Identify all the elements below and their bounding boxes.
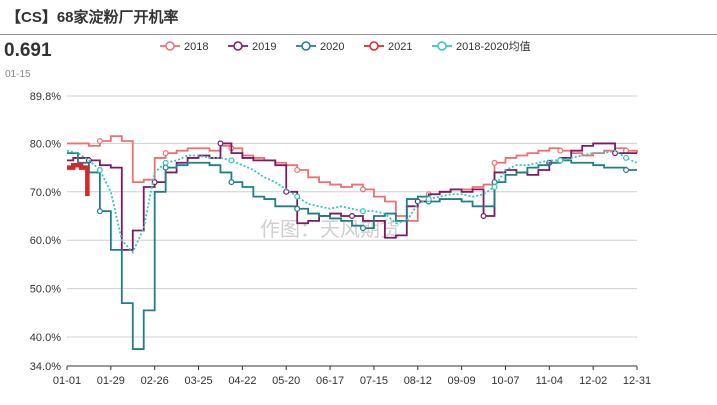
legend-marker — [233, 41, 243, 51]
data-point — [623, 167, 630, 174]
legend-label: 2018-2020均值 — [456, 40, 531, 53]
title-divider — [0, 34, 717, 35]
legend-label: 2020 — [320, 41, 344, 53]
data-point — [359, 208, 366, 215]
series-line-2021 — [67, 162, 90, 197]
y-tick-label: 80.0% — [30, 138, 61, 150]
x-tick-label: 11-04 — [536, 375, 563, 387]
x-tick-label: 06-17 — [316, 375, 344, 387]
y-tick-label: 40.0% — [30, 332, 61, 344]
watermark: 作图：天风期货 — [260, 218, 400, 241]
legend-label: 2021 — [388, 41, 412, 53]
x-tick-label: 10-07 — [491, 375, 519, 387]
y-axis: 89.8% 80.0% 70.0% 60.0% 50.0% 40.0% 34.0% — [30, 91, 61, 373]
legend-item[interactable]: 2018 — [160, 41, 208, 53]
legend-item[interactable]: 2020 — [296, 41, 344, 53]
x-tick-label: 09-09 — [448, 375, 476, 387]
data-point — [162, 150, 169, 157]
data-point — [425, 196, 432, 203]
x-axis: 01-01 01-29 02-26 03-25 04-22 05-20 06-17 07-15… — [53, 365, 651, 387]
x-tick-label: 12-02 — [579, 375, 607, 387]
data-point — [96, 208, 103, 215]
data-point — [294, 193, 301, 200]
legend-marker — [301, 41, 311, 51]
data-point — [294, 205, 301, 212]
chart-title: 【CS】68家淀粉厂开机率 — [6, 9, 179, 26]
x-tick-label: 08-12 — [404, 375, 432, 387]
data-point — [96, 167, 103, 174]
x-tick-label: 01-29 — [97, 375, 125, 387]
data-point — [491, 159, 498, 166]
data-point — [294, 167, 301, 174]
x-tick-label: 03-25 — [184, 375, 212, 387]
latest-date: 01-15 — [5, 69, 31, 80]
legend-marker — [369, 41, 379, 51]
data-point — [162, 164, 169, 171]
legend[interactable]: 2018 2019 2020 2021 2018-2020均值 — [160, 40, 531, 53]
legend-marker — [437, 41, 447, 51]
series-lines — [66, 135, 638, 350]
data-point — [217, 140, 224, 147]
y-tick-label: 50.0% — [30, 284, 61, 296]
x-tick-label: 12-31 — [623, 375, 651, 387]
legend-item[interactable]: 2021 — [364, 41, 412, 53]
data-point — [349, 213, 356, 220]
x-tick-label: 02-26 — [141, 375, 169, 387]
series-line-2020 — [67, 152, 637, 350]
y-tick-label: 89.8% — [30, 91, 61, 103]
y-tick-label: 70.0% — [30, 187, 61, 199]
legend-label: 2019 — [252, 41, 276, 53]
latest-value: 0.691 — [4, 40, 52, 61]
data-point — [480, 213, 487, 220]
data-point — [228, 179, 235, 186]
x-tick-label: 04-22 — [228, 375, 256, 387]
legend-label: 2018 — [184, 41, 208, 53]
data-point — [491, 183, 498, 190]
x-tick-label: 05-20 — [272, 375, 300, 387]
x-tick-label: 07-15 — [360, 375, 388, 387]
x-tick-label: 01-01 — [53, 375, 81, 387]
legend-item[interactable]: 2018-2020均值 — [432, 40, 531, 53]
data-point — [228, 157, 235, 164]
data-point — [557, 157, 564, 164]
y-tick-label: 34.0% — [30, 361, 61, 373]
y-tick-label: 60.0% — [30, 235, 61, 247]
data-point — [557, 147, 564, 154]
legend-marker — [165, 41, 175, 51]
legend-item[interactable]: 2019 — [228, 41, 276, 53]
data-point — [96, 138, 103, 145]
data-point — [162, 159, 169, 166]
data-point — [359, 186, 366, 193]
series-line-2018-2020均值 — [66, 149, 638, 254]
data-point — [359, 225, 366, 232]
data-point — [623, 154, 630, 161]
